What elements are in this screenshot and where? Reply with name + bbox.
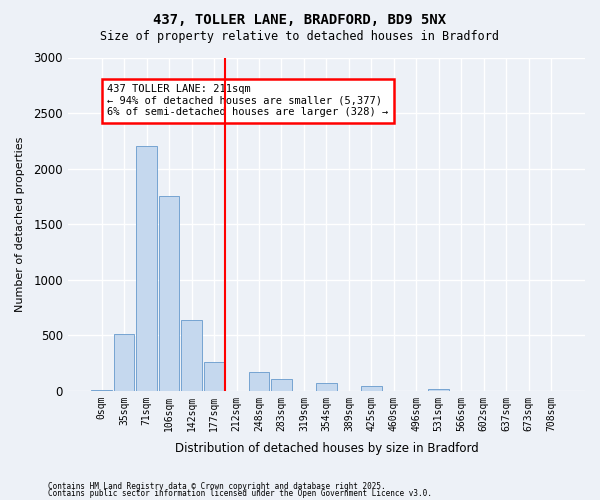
Bar — [361, 386, 382, 391]
Bar — [316, 383, 337, 391]
Bar — [136, 146, 157, 391]
Bar — [114, 334, 134, 391]
Bar — [271, 378, 292, 391]
Bar — [428, 389, 449, 391]
Text: Contains HM Land Registry data © Crown copyright and database right 2025.: Contains HM Land Registry data © Crown c… — [48, 482, 386, 491]
Text: 437 TOLLER LANE: 211sqm
← 94% of detached houses are smaller (5,377)
6% of semi-: 437 TOLLER LANE: 211sqm ← 94% of detache… — [107, 84, 389, 117]
Bar — [181, 320, 202, 391]
Bar — [91, 390, 112, 391]
Text: Contains public sector information licensed under the Open Government Licence v3: Contains public sector information licen… — [48, 489, 432, 498]
Bar — [159, 196, 179, 391]
X-axis label: Distribution of detached houses by size in Bradford: Distribution of detached houses by size … — [175, 442, 478, 455]
Text: Size of property relative to detached houses in Bradford: Size of property relative to detached ho… — [101, 30, 499, 43]
Bar — [203, 362, 224, 391]
Y-axis label: Number of detached properties: Number of detached properties — [15, 136, 25, 312]
Bar — [248, 372, 269, 391]
Text: 437, TOLLER LANE, BRADFORD, BD9 5NX: 437, TOLLER LANE, BRADFORD, BD9 5NX — [154, 12, 446, 26]
